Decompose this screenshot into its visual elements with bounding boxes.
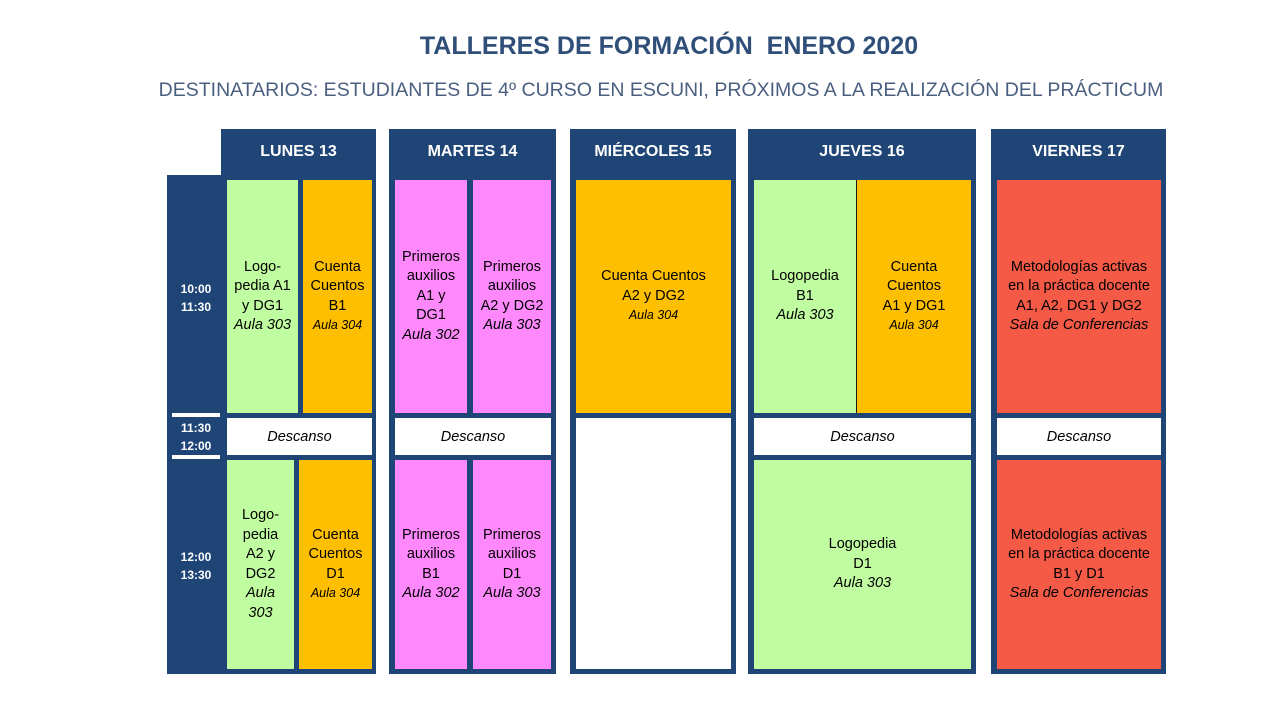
workshop-line: auxilios — [487, 546, 537, 562]
workshop-line: Cuenta — [312, 526, 359, 543]
workshop-line: A2 y DG2 — [622, 287, 685, 304]
workshop-line: auxilios — [406, 546, 456, 562]
workshop-line: en la práctica docente — [1008, 278, 1150, 294]
time-start: 12:00 — [180, 550, 212, 564]
cell-divider — [856, 180, 857, 413]
workshop-line: B1 — [796, 287, 814, 304]
time-start: 11:30 — [180, 421, 212, 435]
workshop-line: A1 y — [416, 287, 446, 304]
workshop-line: Logo- — [241, 507, 280, 523]
workshop-cell: Cuenta Cuentos D1 Aula 304 — [299, 460, 372, 669]
workshop-line: D1 — [853, 555, 872, 572]
time-end: 13:30 — [180, 568, 212, 582]
workshop-line: Cuentos — [886, 278, 941, 294]
day-header-jueves: JUEVES 16 — [819, 143, 905, 160]
page-subtitle: DESTINATARIOS: ESTUDIANTES DE 4º CURSO E… — [158, 79, 1164, 101]
day-header-viernes: VIERNES 17 — [1032, 143, 1125, 160]
workshop-cell: Primeros auxilios A1 y DG1 Aula 302 — [395, 180, 467, 413]
workshop-room: Aula 303 — [233, 317, 292, 333]
workshop-line: pedia A1 — [234, 278, 291, 294]
workshop-room: Sala de Conferencias — [1009, 317, 1149, 333]
workshop-line: Logo- — [243, 258, 282, 275]
time-end: 12:00 — [180, 439, 212, 453]
workshop-room: Aula 303 — [483, 585, 541, 601]
workshop-cell: Logo- pedia A2 y DG2 Aula 303 — [227, 460, 294, 669]
time-end: 11:30 — [180, 300, 212, 314]
workshop-line: Primeros — [482, 526, 541, 543]
workshop-room: Aula 304 — [628, 308, 679, 323]
workshop-line: Cuenta Cuentos — [601, 268, 706, 285]
workshop-cell: Metodologías activas en la práctica doce… — [997, 460, 1161, 669]
time-slot-morning: 10:00 11:30 — [167, 278, 225, 318]
workshop-line: Metodologías activas — [1010, 258, 1148, 275]
workshop-room: Aula 303 — [483, 317, 541, 333]
workshop-line: Metodologías activas — [1010, 526, 1148, 543]
workshop-cell: Primeros auxilios B1 Aula 302 — [395, 460, 467, 669]
workshop-room: 303 — [248, 604, 273, 621]
workshop-line: D1 — [326, 565, 345, 582]
workshop-line: A2 y DG2 — [480, 297, 544, 314]
workshop-cell: Cuenta Cuentos A2 y DG2 Aula 304 — [576, 180, 731, 413]
workshop-line: DG2 — [245, 565, 276, 582]
day-header-martes: MARTES 14 — [427, 143, 518, 160]
workshop-line: auxilios — [406, 268, 456, 285]
workshop-line: A1, A2, DG1 y DG2 — [1016, 297, 1142, 314]
workshop-line: D1 — [502, 565, 522, 582]
workshop-room: Aula 303 — [833, 575, 892, 592]
break-separator-bottom — [172, 455, 220, 459]
break-separator-top — [172, 413, 220, 417]
workshop-cell: Cuenta Cuentos A1 y DG1 Aula 304 — [857, 180, 971, 413]
workshop-cell: Logopedia D1 Aula 303 — [754, 460, 971, 669]
workshop-line: B1 — [328, 297, 347, 314]
workshop-line: Cuentos — [308, 546, 363, 562]
workshop-line: Cuenta — [890, 258, 938, 275]
workshop-line: pedia — [242, 526, 279, 543]
workshop-line: y DG1 — [241, 297, 284, 314]
workshop-room: Sala de Conferencias — [1009, 585, 1149, 601]
workshop-cell: Logopedia B1 Aula 303 — [754, 180, 856, 413]
empty-cell — [576, 418, 731, 669]
time-start: 10:00 — [180, 282, 212, 296]
break-cell: Descanso — [997, 418, 1161, 455]
workshop-line: en la práctica docente — [1008, 546, 1150, 562]
workshop-room: Aula 304 — [310, 586, 361, 600]
workshop-room: Aula 304 — [312, 318, 363, 332]
workshop-cell: Cuenta Cuentos B1 Aula 304 — [303, 180, 372, 413]
workshop-line: auxilios — [487, 278, 537, 294]
break-cell: Descanso — [754, 418, 971, 455]
time-slot-midday: 12:00 13:30 — [167, 546, 225, 586]
workshop-room: Aula — [245, 585, 276, 601]
break-cell: Descanso — [395, 418, 551, 455]
workshop-cell: Primeros auxilios D1 Aula 303 — [473, 460, 551, 669]
workshop-cell: Logo- pedia A1 y DG1 Aula 303 — [227, 180, 298, 413]
page-title: TALLERES DE FORMACIÓN ENERO 2020 — [419, 32, 919, 60]
workshop-line: Cuenta — [314, 258, 361, 275]
workshop-line: Cuentos — [310, 278, 365, 294]
time-column — [167, 175, 225, 674]
day-header-lunes: LUNES 13 — [260, 143, 337, 160]
break-cell: Descanso — [227, 418, 372, 455]
workshop-line: DG1 — [416, 307, 446, 324]
workshop-cell: Metodologías activas en la práctica doce… — [997, 180, 1161, 413]
workshop-room: Aula 303 — [776, 307, 834, 324]
workshop-line: Logopedia — [771, 268, 839, 285]
workshop-line: Primeros — [401, 248, 460, 265]
day-header-miercoles: MIÉRCOLES 15 — [594, 143, 712, 160]
workshop-room: Aula 304 — [889, 318, 939, 332]
workshop-line: Primeros — [482, 258, 541, 275]
workshop-cell: Primeros auxilios A2 y DG2 Aula 303 — [473, 180, 551, 413]
workshop-line: A2 y — [245, 546, 275, 562]
workshop-line: Logopedia — [828, 536, 897, 553]
workshop-line: B1 y D1 — [1053, 565, 1105, 582]
workshop-line: B1 — [422, 565, 440, 582]
workshop-room: Aula 302 — [402, 326, 460, 343]
workshop-line: A1 y DG1 — [882, 297, 946, 314]
workshop-line: Primeros — [401, 526, 460, 543]
time-slot-break: 11:30 12:00 — [167, 418, 225, 456]
workshop-room: Aula 302 — [402, 585, 460, 601]
